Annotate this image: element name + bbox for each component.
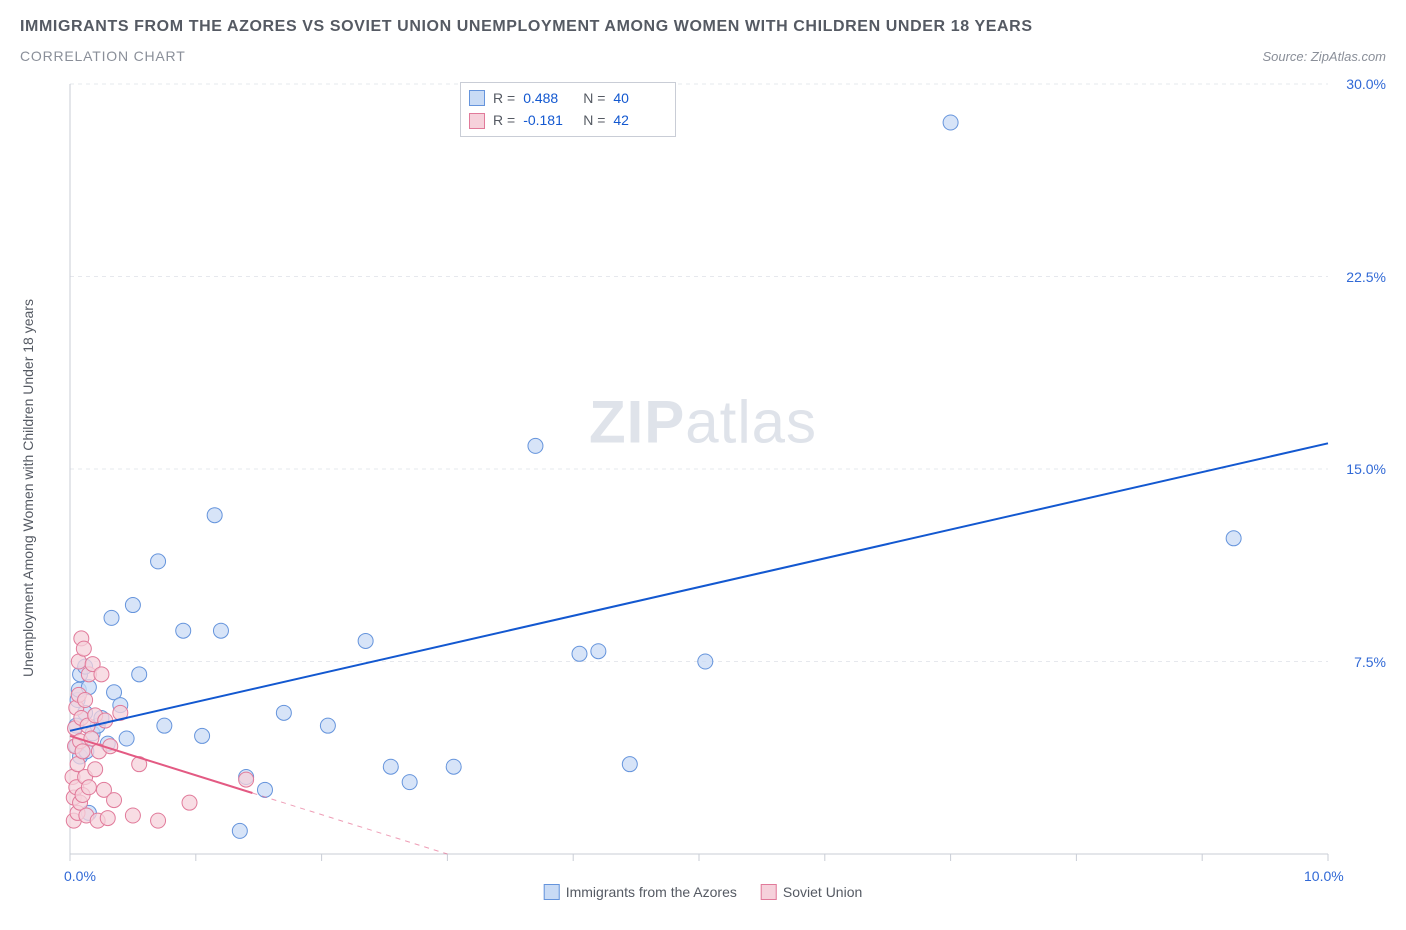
x-origin-label: 0.0% — [64, 868, 96, 884]
legend-item-azores: Immigrants from the Azores — [544, 884, 737, 900]
legend-swatch-soviet — [761, 884, 777, 900]
y-axis-label: Unemployment Among Women with Children U… — [20, 299, 36, 677]
stat-n-label: N = — [583, 87, 605, 109]
stat-n-label: N = — [583, 109, 605, 131]
stat-n-azores: 40 — [613, 87, 665, 109]
bottom-legend: Immigrants from the Azores Soviet Union — [544, 884, 863, 900]
x-end-label: 10.0% — [1304, 868, 1344, 884]
stat-r-soviet: -0.181 — [523, 109, 575, 131]
y-tick-label: 30.0% — [1346, 76, 1386, 92]
legend-item-soviet: Soviet Union — [761, 884, 862, 900]
stats-box: R = 0.488 N = 40 R = -0.181 N = 42 — [460, 82, 676, 137]
legend-label-azores: Immigrants from the Azores — [566, 884, 737, 900]
correlation-chart: Unemployment Among Women with Children U… — [20, 78, 1386, 898]
stats-swatch-azores — [469, 90, 485, 106]
page-title: IMMIGRANTS FROM THE AZORES VS SOVIET UNI… — [20, 18, 1386, 36]
y-tick-label: 15.0% — [1346, 461, 1386, 477]
stat-n-soviet: 42 — [613, 109, 665, 131]
legend-swatch-azores — [544, 884, 560, 900]
stat-r-label: R = — [493, 87, 515, 109]
stat-r-label: R = — [493, 109, 515, 131]
source-attribution: Source: ZipAtlas.com — [1262, 49, 1386, 64]
subtitle-row: CORRELATION CHART Source: ZipAtlas.com — [20, 48, 1386, 64]
stats-swatch-soviet — [469, 113, 485, 129]
stat-r-azores: 0.488 — [523, 87, 575, 109]
stats-row-azores: R = 0.488 N = 40 — [469, 87, 665, 109]
chart-subtitle: CORRELATION CHART — [20, 48, 186, 64]
stats-row-soviet: R = -0.181 N = 42 — [469, 109, 665, 131]
chart-svg — [20, 78, 1386, 898]
y-tick-label: 7.5% — [1354, 654, 1386, 670]
y-tick-label: 22.5% — [1346, 269, 1386, 285]
legend-label-soviet: Soviet Union — [783, 884, 862, 900]
